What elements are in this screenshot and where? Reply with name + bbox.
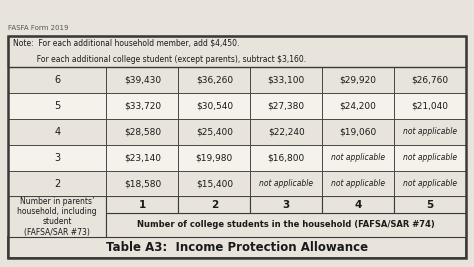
Text: Number in parents’
household, including
student
(FAFSA/SAR #73): Number in parents’ household, including … <box>18 197 97 237</box>
Bar <box>107 145 178 171</box>
Bar <box>8 171 107 197</box>
Bar <box>107 67 178 93</box>
Bar <box>322 171 394 197</box>
Bar <box>394 171 466 197</box>
Bar <box>394 67 466 93</box>
Text: 1: 1 <box>139 200 146 210</box>
Text: $19,060: $19,060 <box>339 127 377 136</box>
Bar <box>322 119 394 145</box>
Text: not applicable: not applicable <box>259 179 313 188</box>
Text: $19,980: $19,980 <box>196 153 233 162</box>
Bar <box>178 67 250 93</box>
Text: 5: 5 <box>54 101 60 111</box>
Text: $15,400: $15,400 <box>196 179 233 188</box>
Bar <box>394 93 466 119</box>
Text: not applicable: not applicable <box>331 153 385 162</box>
Text: not applicable: not applicable <box>403 179 457 188</box>
Bar <box>8 36 466 67</box>
Text: $18,580: $18,580 <box>124 179 161 188</box>
Text: $29,920: $29,920 <box>340 75 377 84</box>
Bar <box>107 197 178 213</box>
Text: $33,100: $33,100 <box>268 75 305 84</box>
Text: 2: 2 <box>211 200 218 210</box>
Text: 3: 3 <box>283 200 290 210</box>
Text: $22,240: $22,240 <box>268 127 305 136</box>
Bar <box>8 93 107 119</box>
Text: Number of college students in the household (FAFSA/SAR #74): Number of college students in the househ… <box>137 220 435 229</box>
Text: For each additional college student (except parents), subtract $3,160.: For each additional college student (exc… <box>13 55 306 64</box>
Bar <box>322 145 394 171</box>
Text: 2: 2 <box>54 179 60 189</box>
Bar <box>250 67 322 93</box>
Text: 4: 4 <box>54 127 60 137</box>
Bar <box>178 171 250 197</box>
Text: $16,800: $16,800 <box>268 153 305 162</box>
Bar <box>250 171 322 197</box>
Text: Table A3:  Income Protection Allowance: Table A3: Income Protection Allowance <box>106 241 368 254</box>
Text: $28,580: $28,580 <box>124 127 161 136</box>
Bar <box>107 213 466 237</box>
Text: $30,540: $30,540 <box>196 101 233 110</box>
Bar <box>8 67 107 93</box>
Text: 4: 4 <box>355 200 362 210</box>
Text: 5: 5 <box>427 200 434 210</box>
Text: $21,040: $21,040 <box>411 101 448 110</box>
Bar <box>322 93 394 119</box>
Bar <box>178 197 250 213</box>
Bar <box>394 197 466 213</box>
Bar <box>8 36 466 258</box>
Bar <box>8 119 107 145</box>
Bar <box>178 145 250 171</box>
Text: $39,430: $39,430 <box>124 75 161 84</box>
Bar <box>8 197 107 237</box>
Bar <box>178 93 250 119</box>
Text: not applicable: not applicable <box>331 179 385 188</box>
Bar <box>107 119 178 145</box>
Text: 3: 3 <box>54 152 60 163</box>
Bar <box>394 145 466 171</box>
Bar <box>8 237 466 258</box>
Text: $25,400: $25,400 <box>196 127 233 136</box>
Bar <box>250 145 322 171</box>
Bar <box>250 119 322 145</box>
Bar <box>107 93 178 119</box>
Bar <box>178 119 250 145</box>
Bar <box>394 119 466 145</box>
Text: $36,260: $36,260 <box>196 75 233 84</box>
Bar <box>322 197 394 213</box>
Text: $23,140: $23,140 <box>124 153 161 162</box>
Text: $27,380: $27,380 <box>268 101 305 110</box>
Text: $33,720: $33,720 <box>124 101 161 110</box>
Text: $24,200: $24,200 <box>340 101 376 110</box>
Bar <box>322 67 394 93</box>
Bar <box>250 197 322 213</box>
Text: FASFA Form 2019: FASFA Form 2019 <box>8 25 69 31</box>
Bar <box>107 171 178 197</box>
Text: not applicable: not applicable <box>403 153 457 162</box>
Text: 6: 6 <box>54 75 60 85</box>
Text: not applicable: not applicable <box>403 127 457 136</box>
Text: Note:  For each additional household member, add $4,450.: Note: For each additional household memb… <box>13 38 239 48</box>
Bar <box>250 93 322 119</box>
Bar <box>8 145 107 171</box>
Text: $26,760: $26,760 <box>411 75 448 84</box>
